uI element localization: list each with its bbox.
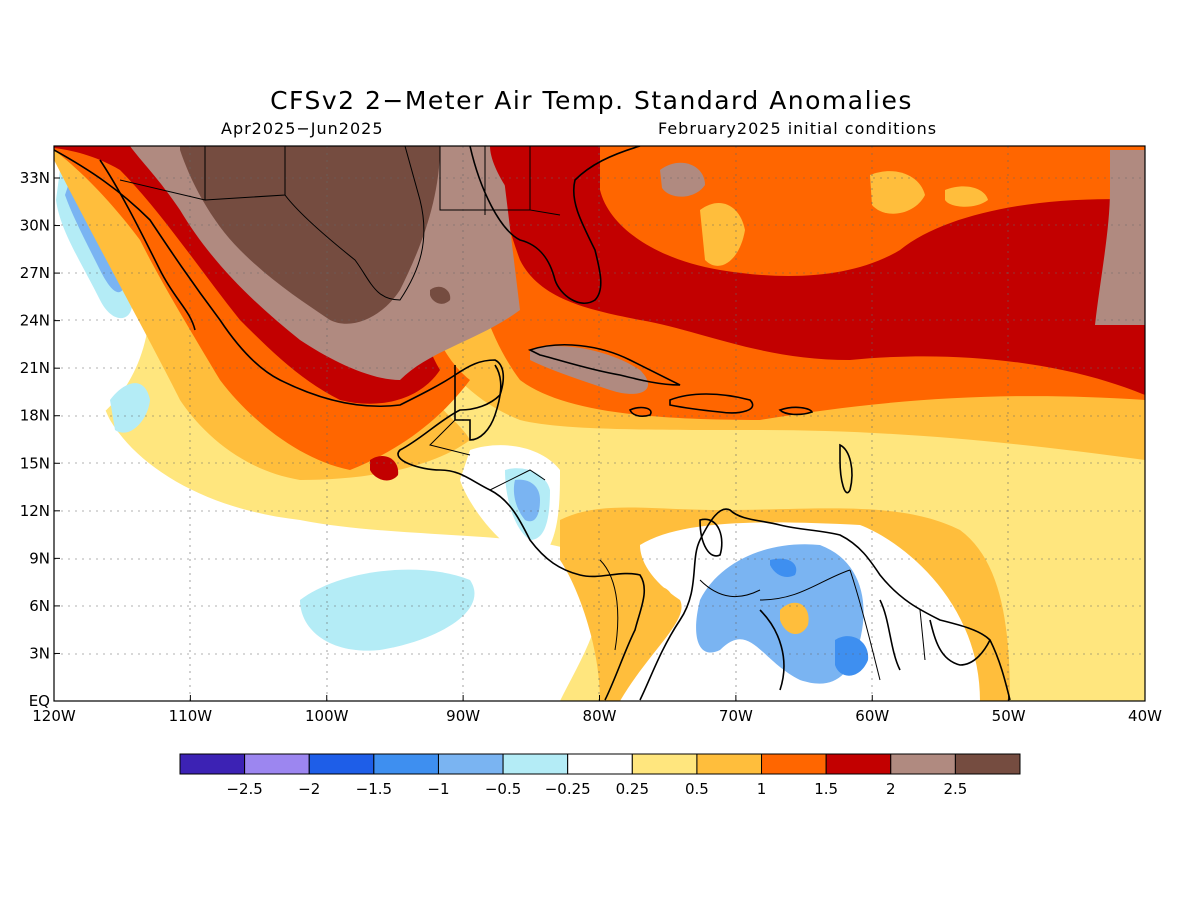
lat-label: 33N: [20, 169, 50, 187]
graticule: [54, 146, 1145, 701]
lon-label: 80W: [583, 707, 617, 725]
lat-label: 27N: [20, 264, 50, 282]
lat-label: EQ: [29, 692, 50, 710]
colorbar-swatch: [244, 753, 310, 775]
lon-label: 100W: [305, 707, 349, 725]
colorbar-swatch: [825, 753, 892, 775]
colorbar: −2.5 −2 −1.5 −1 −0.5 −0.25 0.25 0.5 1 1.5 2 2.5: [179, 753, 1021, 798]
colorbar-swatch: [890, 753, 956, 775]
colorbar-swatch: [567, 753, 633, 775]
colorbar-swatch: [179, 753, 246, 775]
lat-label: 30N: [20, 217, 50, 235]
longitude-axis: 120W 110W 100W 90W 80W 70W 60W 50W 40W: [32, 695, 1162, 725]
lon-label: 50W: [992, 707, 1026, 725]
colorbar-label: −2: [298, 780, 320, 798]
colorbar-label: −1: [427, 780, 449, 798]
borders: [119, 146, 926, 681]
colorbar-swatch: [308, 753, 375, 775]
colorbar-swatch: [631, 753, 698, 775]
lat-label: 6N: [29, 597, 50, 615]
lon-label: 120W: [32, 707, 76, 725]
lon-label: 40W: [1128, 707, 1162, 725]
colorbar-label: −1.5: [356, 780, 392, 798]
colorbar-swatch: [954, 753, 1021, 775]
colorbar-swatch: [502, 753, 569, 775]
colorbar-swatch: [437, 753, 504, 775]
colorbar-label: 2: [886, 780, 896, 798]
colorbar-swatch: [761, 753, 827, 775]
lat-label: 12N: [20, 502, 50, 520]
lat-label: 9N: [29, 549, 50, 567]
lat-label: 18N: [20, 407, 50, 425]
lon-label: 110W: [169, 707, 213, 725]
colorbar-label: 0.5: [685, 780, 709, 798]
colorbar-label: −0.5: [485, 780, 521, 798]
colorbar-label: −2.5: [226, 780, 262, 798]
colorbar-label: 0.25: [616, 780, 649, 798]
coastlines: [54, 146, 1011, 701]
lon-label: 70W: [719, 707, 753, 725]
anomaly-field: [54, 146, 1145, 701]
colorbar-label: 2.5: [943, 780, 967, 798]
lon-label: 90W: [446, 707, 480, 725]
latitude-axis: EQ 3N 6N 9N 12N 15N 18N 21N 24N 27N 30N 33N: [20, 169, 60, 710]
colorbar-label: 1: [757, 780, 767, 798]
colorbar-swatch: [373, 753, 439, 775]
map-title: CFSv2 2−Meter Air Temp. Standard Anomali…: [270, 86, 913, 115]
lat-label: 15N: [20, 454, 50, 472]
lat-label: 21N: [20, 359, 50, 377]
lat-label: 3N: [29, 644, 50, 662]
colorbar-swatch: [696, 753, 763, 775]
colorbar-label: −0.25: [545, 780, 591, 798]
lon-label: 60W: [855, 707, 889, 725]
colorbar-label: 1.5: [814, 780, 838, 798]
lat-label: 24N: [20, 312, 50, 330]
initial-conditions: February2025 initial conditions: [658, 119, 938, 138]
forecast-period: Apr2025−Jun2025: [221, 119, 384, 138]
